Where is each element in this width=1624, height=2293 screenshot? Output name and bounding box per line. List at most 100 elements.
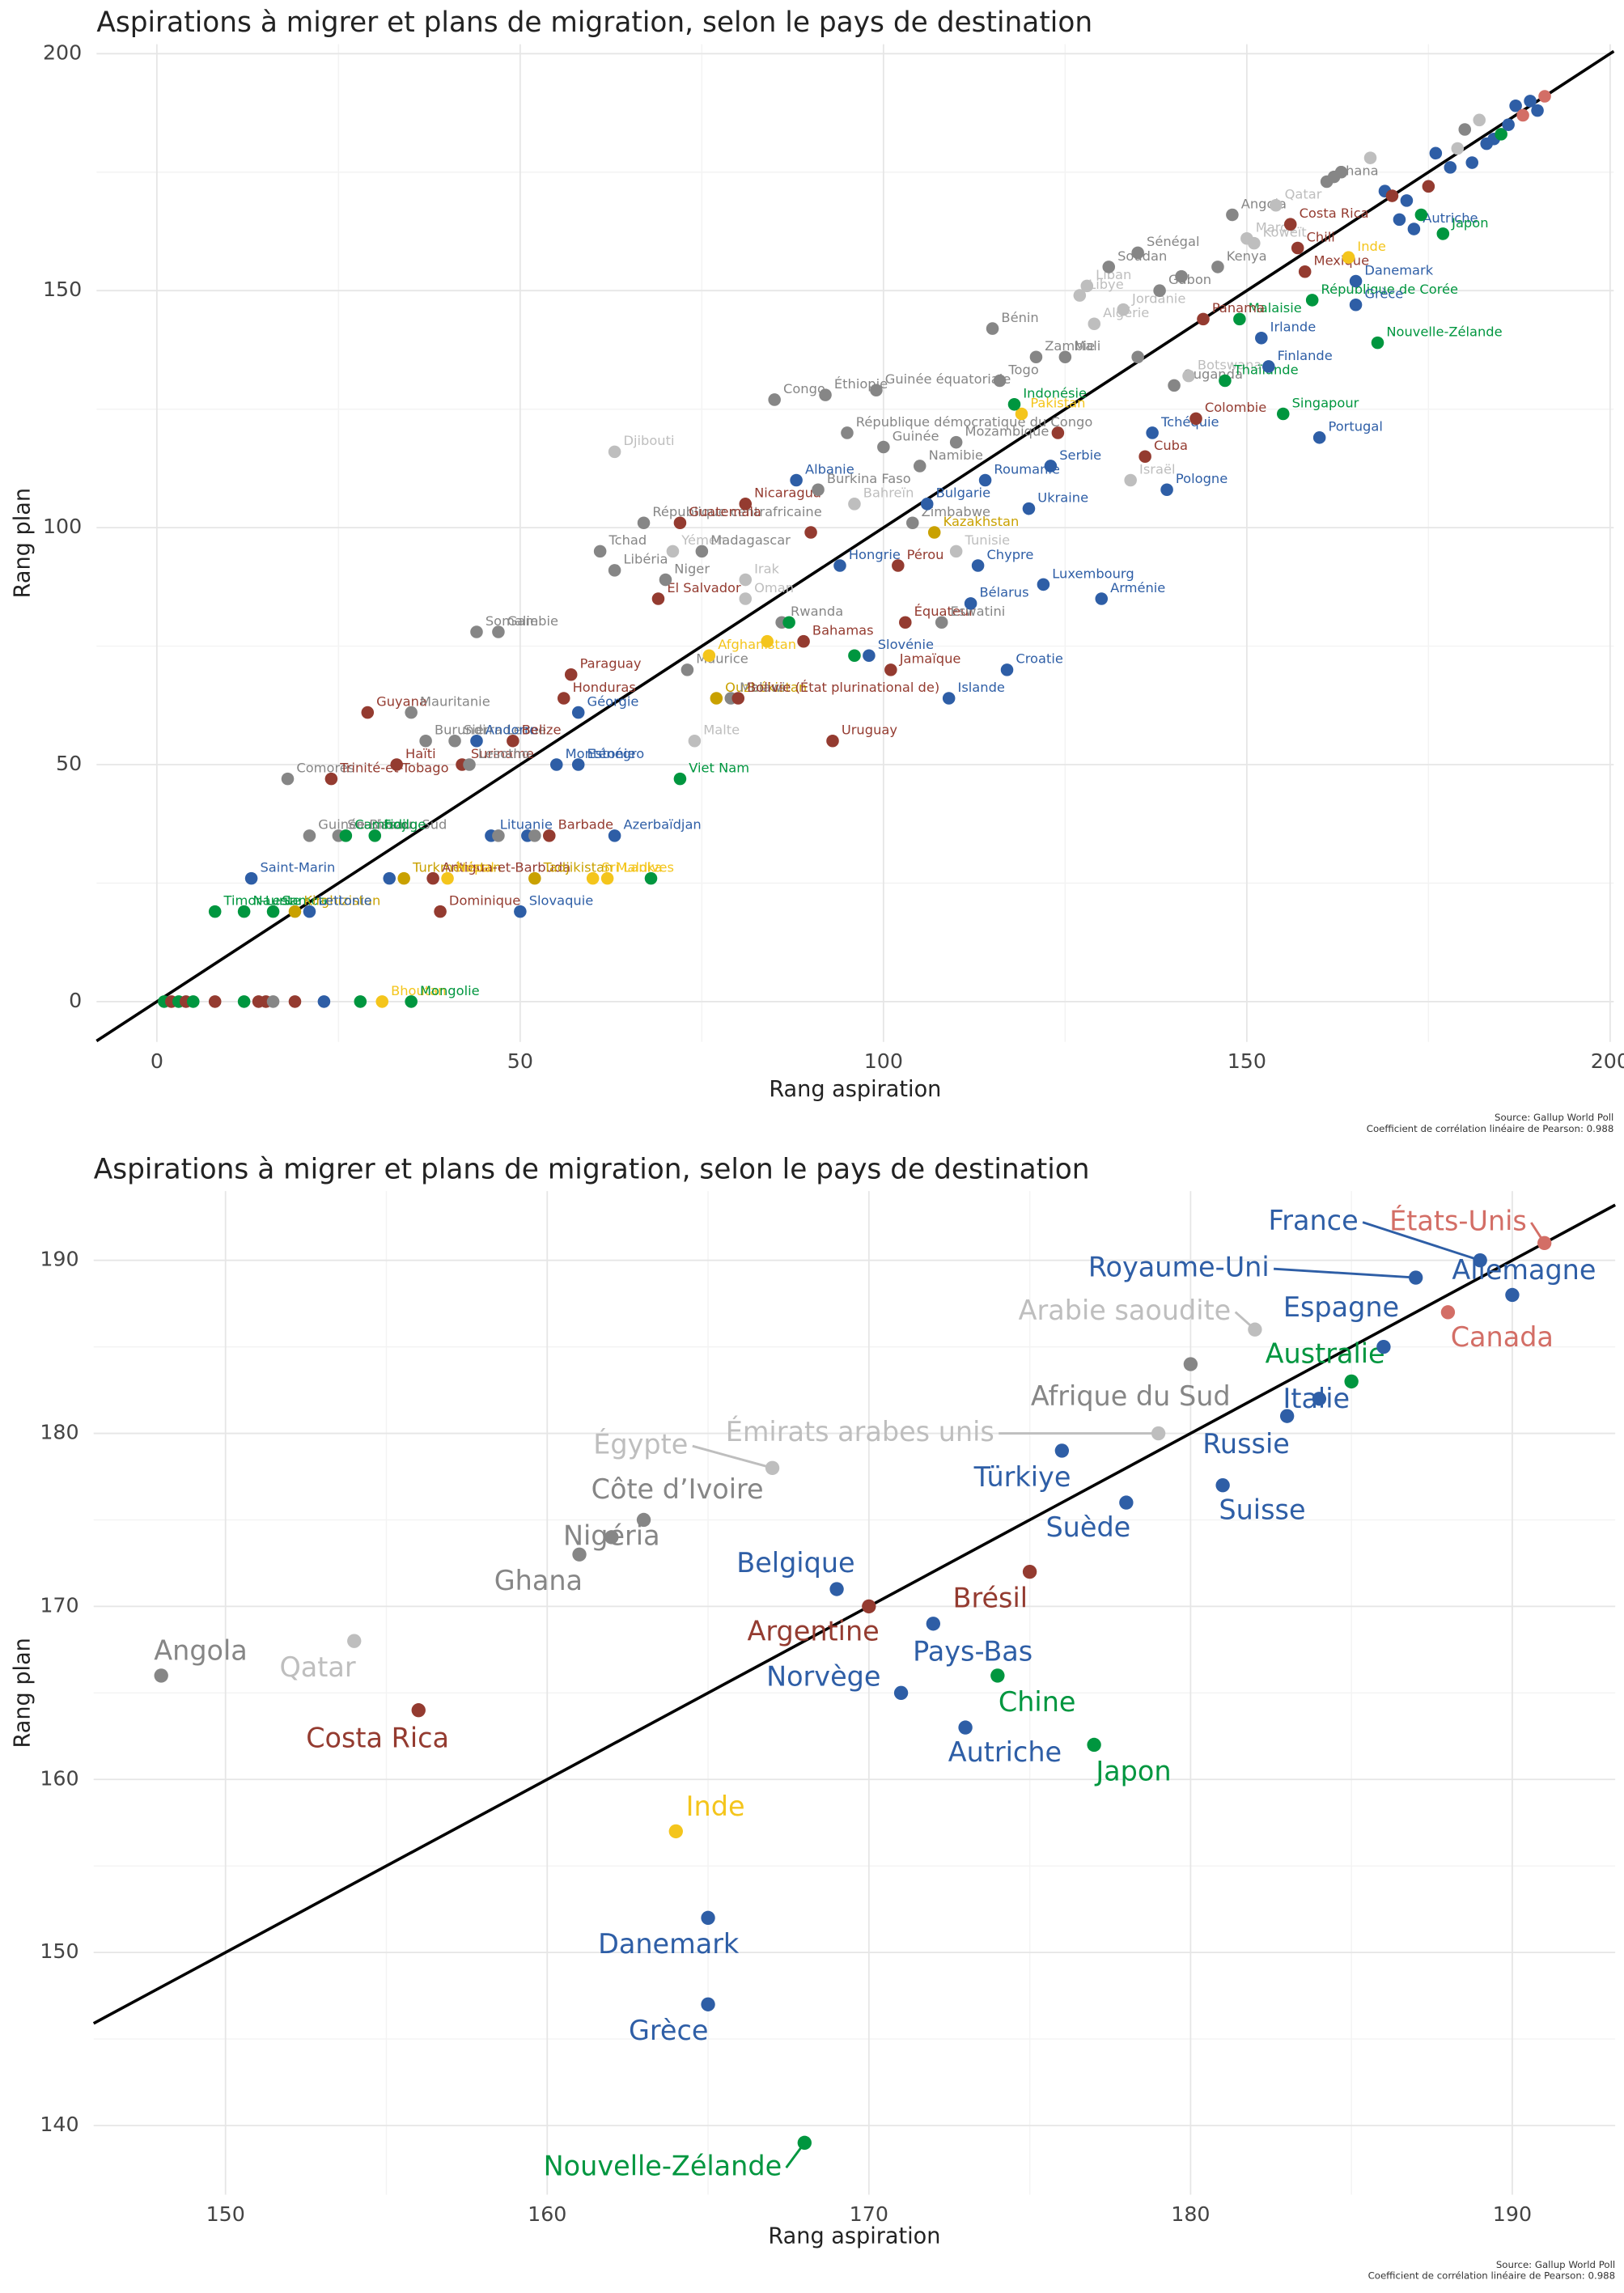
- point: [1022, 1564, 1037, 1579]
- point: [1146, 426, 1159, 439]
- point: [1255, 332, 1268, 345]
- point: [1219, 374, 1232, 388]
- point: [324, 772, 338, 786]
- point-label: Suisse: [1219, 1494, 1305, 1526]
- point: [571, 758, 585, 771]
- point-label: République démocratique du Congo: [856, 414, 1093, 430]
- point: [1524, 95, 1537, 108]
- point-label: Lituanie: [500, 817, 553, 833]
- leader-line: [1362, 1221, 1481, 1262]
- point: [964, 597, 977, 610]
- x-tick-label: 100: [864, 1049, 903, 1073]
- point-label: Pérou: [907, 547, 944, 562]
- point: [154, 1668, 168, 1683]
- point-label: Tchad: [608, 532, 647, 548]
- point-label: Tchéquie: [1160, 414, 1219, 430]
- x-tick-label: 160: [528, 2202, 566, 2226]
- point: [1440, 1305, 1456, 1320]
- point: [666, 545, 680, 558]
- point: [549, 758, 563, 771]
- point-label: Djibouti: [623, 433, 674, 448]
- point-label: Mozambique: [965, 424, 1049, 439]
- y-tick-label: 180: [40, 1421, 78, 1444]
- point: [1226, 208, 1239, 222]
- point: [317, 995, 331, 1008]
- point-label: Bahamas: [812, 623, 874, 638]
- point-label: Antigua-et-Barbuda: [442, 859, 570, 875]
- point: [782, 616, 795, 629]
- point: [765, 1460, 780, 1475]
- point-label: Lesotho: [478, 746, 530, 761]
- point: [863, 649, 876, 663]
- point-label: Uruguay: [842, 723, 898, 738]
- point-label: Gabon: [1168, 272, 1211, 287]
- point: [186, 995, 200, 1008]
- point: [528, 829, 541, 842]
- point: [862, 1599, 876, 1614]
- point: [1502, 118, 1515, 131]
- point: [1436, 227, 1450, 240]
- point: [986, 322, 999, 335]
- point: [1183, 1357, 1198, 1371]
- point-label: Singapour: [1292, 395, 1359, 410]
- point-label: Ouzbékistan: [725, 680, 807, 695]
- point: [1516, 108, 1529, 122]
- point: [920, 498, 934, 511]
- point: [361, 706, 375, 719]
- y-tick-label: 50: [56, 752, 82, 775]
- point-label: Inde: [1357, 239, 1385, 254]
- point: [1371, 336, 1384, 350]
- note: Coefficient de corrélation linéaire de P…: [1367, 1123, 1614, 1134]
- point: [949, 435, 963, 449]
- point: [1095, 592, 1109, 605]
- point: [572, 1547, 587, 1562]
- point-label: Arabie saoudite: [1019, 1295, 1232, 1326]
- point-label: Sénégal: [1147, 234, 1199, 249]
- point: [1189, 412, 1202, 426]
- point: [543, 829, 556, 842]
- point-label: Guinée équatoriale: [885, 371, 1011, 387]
- point: [1473, 1253, 1487, 1268]
- point: [1073, 289, 1087, 302]
- point: [383, 871, 396, 885]
- point-label: Suriname: [471, 746, 534, 761]
- point-label: Serbie: [1059, 447, 1101, 463]
- point-label: Lettonie: [318, 892, 371, 908]
- point: [841, 426, 854, 439]
- point-label: Andorre: [486, 723, 537, 738]
- point-label: Yémen: [681, 532, 725, 548]
- point-label: Bolivie (État plurinational de): [747, 680, 939, 695]
- point-label: Bélarus: [979, 585, 1028, 600]
- point-label: Tunisie: [965, 532, 1011, 548]
- point: [637, 516, 651, 530]
- point: [651, 592, 665, 605]
- point-label: Nauru: [252, 892, 292, 908]
- point: [1385, 189, 1399, 202]
- point-label: Oman: [754, 580, 794, 596]
- point-label: Bahreïn: [863, 485, 914, 501]
- point: [390, 758, 403, 771]
- x-tick-label: 170: [850, 2202, 888, 2226]
- point: [1044, 460, 1058, 473]
- y-tick-label: 200: [43, 40, 82, 64]
- point-label: Dominique: [449, 892, 520, 908]
- point: [1248, 1322, 1262, 1337]
- point-label: Zimbabwe: [922, 504, 990, 519]
- point-label: Mauritanie: [420, 693, 490, 709]
- point: [426, 871, 439, 885]
- point: [1175, 269, 1188, 283]
- point: [1022, 502, 1036, 515]
- point-label: Brésil: [953, 1582, 1028, 1613]
- point: [266, 995, 280, 1008]
- reference-line: [95, 49, 1615, 1043]
- point: [1131, 350, 1144, 363]
- x-tick-label: 180: [1171, 2202, 1210, 2226]
- point-label: Chine: [999, 1686, 1076, 1718]
- point-label: Roumanie: [994, 461, 1059, 477]
- point-label: Rwanda: [791, 604, 843, 619]
- point-label: République centrafricaine: [652, 504, 821, 519]
- point-label: Afghanistan: [718, 637, 796, 652]
- point: [739, 592, 753, 605]
